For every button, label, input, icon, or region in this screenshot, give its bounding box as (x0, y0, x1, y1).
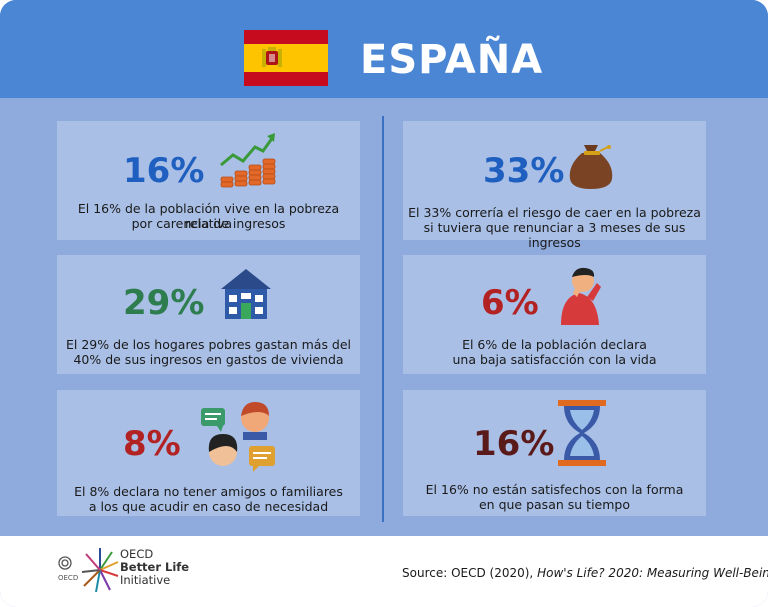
money-bag-icon (569, 145, 613, 189)
spain-flag-icon (244, 30, 328, 86)
svg-text:OECD: OECD (58, 574, 78, 582)
panel-poverty: 16% El 16% de la población vive en la po… (57, 121, 360, 240)
panel-friends: 8% El 8% declara no tener amigos o famil… (57, 390, 360, 516)
growth-chart-coins-icon (220, 133, 276, 188)
stat-value: 16% (123, 151, 205, 191)
stat-description-line1: El 8% declara no tener amigos o familiar… (74, 484, 343, 499)
panel-risk: 33% El 33% correría el riesgo de caer en… (403, 121, 706, 250)
house-icon (221, 269, 271, 319)
stat-description-line2: una baja satisfacción con la vida (452, 352, 657, 367)
source-citation: Source: OECD (2020), How's Life? 2020: M… (402, 566, 768, 580)
stat-description-line2: en que pasan su tiempo (478, 497, 630, 512)
stat-value: 8% (123, 424, 181, 464)
people-chat-icon (201, 402, 275, 472)
hourglass-icon (558, 400, 606, 466)
stat-value: 16% (473, 424, 555, 464)
source-title: How's Life? 2020: Measuring Well-Being (537, 566, 768, 580)
stat-description-line2: por carencia de ingresos (131, 216, 286, 231)
center-divider (382, 116, 384, 522)
stat-description-line2: 40% de sus ingresos en gastos de viviend… (73, 352, 344, 367)
stat-value: 6% (481, 283, 539, 323)
country-title: ESPAÑA (360, 37, 544, 83)
stat-value: 29% (123, 283, 205, 323)
stat-description-line2: si tuviera que renunciar a 3 meses de su… (423, 220, 686, 250)
panel-housing: 29% El 29% de los hogares pobres gastan … (57, 255, 360, 374)
stat-description-line1: El 33% correría el riesgo de caer en la … (408, 205, 701, 220)
header-bar: ESPAÑA (0, 0, 768, 98)
stat-description-line1: El 16% no están satisfechos con la forma (425, 482, 684, 497)
oecd-better-life-logo-icon: OECD (58, 548, 119, 593)
distressed-person-icon (561, 267, 601, 325)
stat-description-line1: El 6% de la población declara (462, 337, 647, 352)
stat-description-line1: El 29% de los hogares pobres gastan más … (65, 337, 352, 352)
footer (0, 536, 768, 607)
stat-description-line2: a los que acudir en caso de necesidad (88, 499, 329, 514)
source-prefix: Source: OECD (2020), (402, 566, 538, 580)
logo-line-better-life: Better Life (120, 560, 190, 574)
stat-value: 33% (483, 151, 565, 191)
logo-line-oecd: OECD (120, 547, 154, 561)
logo-line-initiative: Initiative (120, 573, 171, 587)
logo-text: OECD Better Life Initiative (120, 548, 189, 587)
stat-description-line1: El 16% de la población vive en la pobrez… (77, 201, 340, 231)
panel-satisfaction: 6% El 6% de la población declara una baj… (403, 255, 706, 374)
panel-time: 16% El 16% no están satisfechos con la f… (403, 390, 706, 516)
